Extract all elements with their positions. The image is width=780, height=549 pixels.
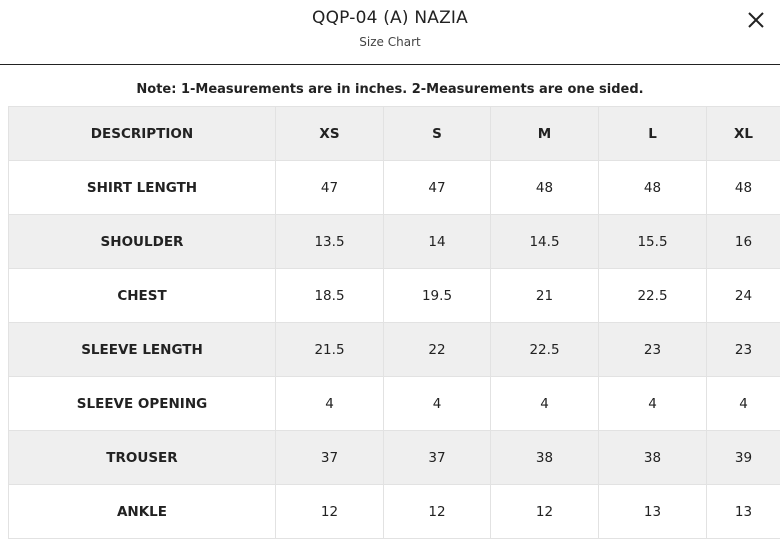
- table-cell: 21.5: [275, 322, 384, 377]
- table-cell: 48: [706, 160, 780, 215]
- table-cell: 14.5: [490, 214, 599, 269]
- table-cell: 12: [383, 484, 491, 539]
- table-cell: 21: [490, 268, 599, 323]
- table-cell: 37: [275, 430, 384, 485]
- table-cell: 14: [383, 214, 491, 269]
- table-cell: 22.5: [490, 322, 599, 377]
- column-header-s: S: [383, 106, 491, 161]
- table-cell: 22.5: [598, 268, 707, 323]
- table-cell: 13: [706, 484, 780, 539]
- modal-subtitle: Size Chart: [359, 35, 421, 49]
- table-header-row: DESCRIPTION XS S M L XL: [8, 106, 780, 161]
- table-cell: 4: [598, 376, 707, 431]
- row-label: ANKLE: [8, 484, 276, 539]
- table-cell: 15.5: [598, 214, 707, 269]
- row-label: SLEEVE LENGTH: [8, 322, 276, 377]
- table-cell: 23: [706, 322, 780, 377]
- product-title: QQP-04 (A) NAZIA: [312, 8, 468, 28]
- row-label: TROUSER: [8, 430, 276, 485]
- column-header-m: M: [490, 106, 599, 161]
- row-label: SHOULDER: [8, 214, 276, 269]
- row-label: SHIRT LENGTH: [8, 160, 276, 215]
- size-table: DESCRIPTION XS S M L XL SHIRT LENGTH 47 …: [8, 106, 780, 539]
- table-cell: 4: [706, 376, 780, 431]
- row-label: SLEEVE OPENING: [8, 376, 276, 431]
- table-cell: 19.5: [383, 268, 491, 323]
- table-row: TROUSER 37 37 38 38 39: [8, 430, 780, 485]
- table-cell: 37: [383, 430, 491, 485]
- table-cell: 38: [490, 430, 599, 485]
- table-cell: 13.5: [275, 214, 384, 269]
- table-cell: 12: [275, 484, 384, 539]
- close-button[interactable]: [746, 10, 766, 30]
- row-label: CHEST: [8, 268, 276, 323]
- table-cell: 38: [598, 430, 707, 485]
- modal-header: QQP-04 (A) NAZIA Size Chart: [0, 0, 780, 65]
- table-cell: 47: [275, 160, 384, 215]
- table-cell: 24: [706, 268, 780, 323]
- close-icon[interactable]: [746, 10, 766, 30]
- table-cell: 22: [383, 322, 491, 377]
- table-row: SLEEVE OPENING 4 4 4 4 4: [8, 376, 780, 431]
- column-header-description: DESCRIPTION: [8, 106, 276, 161]
- table-row: CHEST 18.5 19.5 21 22.5 24: [8, 268, 780, 323]
- table-row: SHIRT LENGTH 47 47 48 48 48: [8, 160, 780, 215]
- table-cell: 4: [383, 376, 491, 431]
- table-cell: 13: [598, 484, 707, 539]
- table-row: ANKLE 12 12 12 13 13: [8, 484, 780, 539]
- table-cell: 18.5: [275, 268, 384, 323]
- table-cell: 4: [490, 376, 599, 431]
- table-cell: 12: [490, 484, 599, 539]
- measurement-note: Note: 1-Measurements are in inches. 2-Me…: [136, 82, 644, 97]
- column-header-l: L: [598, 106, 707, 161]
- table-row: SHOULDER 13.5 14 14.5 15.5 16: [8, 214, 780, 269]
- table-cell: 23: [598, 322, 707, 377]
- table-cell: 4: [275, 376, 384, 431]
- table-cell: 16: [706, 214, 780, 269]
- table-row: SLEEVE LENGTH 21.5 22 22.5 23 23: [8, 322, 780, 377]
- column-header-xs: XS: [275, 106, 384, 161]
- column-header-xl: XL: [706, 106, 780, 161]
- table-cell: 47: [383, 160, 491, 215]
- table-cell: 48: [598, 160, 707, 215]
- table-cell: 48: [490, 160, 599, 215]
- table-cell: 39: [706, 430, 780, 485]
